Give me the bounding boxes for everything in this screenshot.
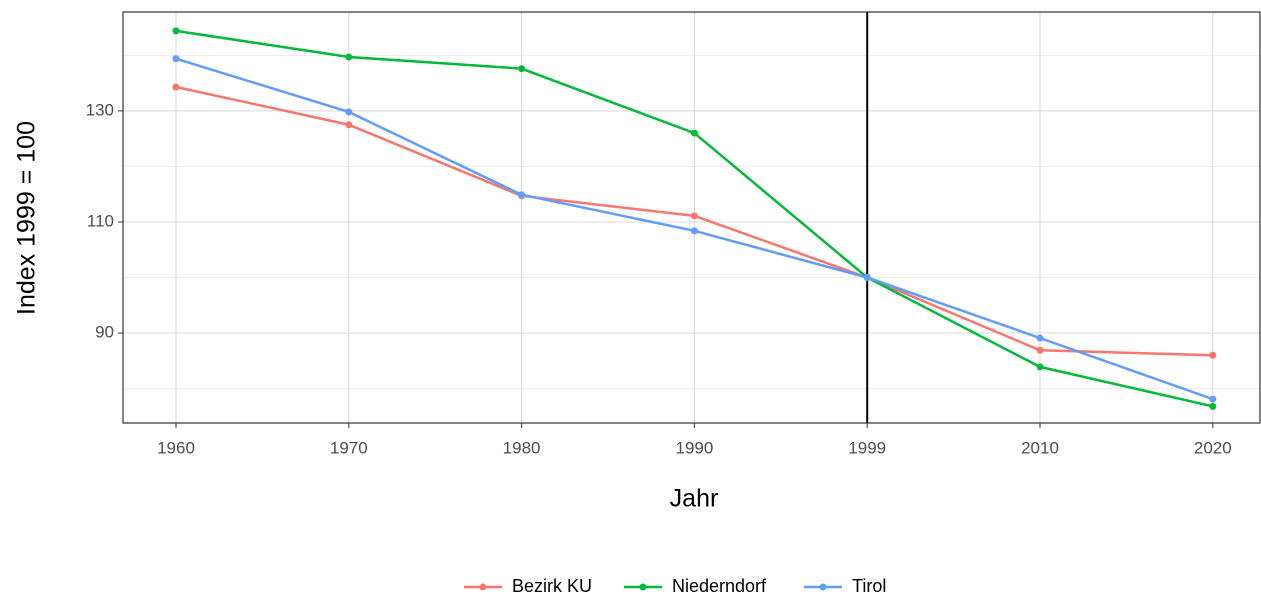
- legend-dot: [819, 583, 827, 591]
- point: [863, 273, 871, 281]
- point: [345, 108, 353, 116]
- point: [345, 53, 353, 61]
- point: [1209, 395, 1217, 403]
- point: [1036, 334, 1044, 342]
- x-tick-label: 1980: [503, 438, 541, 457]
- point: [690, 129, 698, 137]
- x-tick-label: 1970: [330, 438, 368, 457]
- point: [1036, 346, 1044, 354]
- y-axis-title: Index 1999 = 100: [13, 121, 41, 315]
- point: [690, 212, 698, 220]
- point: [518, 65, 526, 73]
- y-tick-label: 130: [86, 100, 114, 119]
- legend-label: Niederndorf: [672, 576, 767, 596]
- x-axis-title: Jahr: [670, 485, 719, 513]
- y-tick-label: 110: [87, 211, 114, 230]
- x-tick-label: 1990: [675, 438, 713, 457]
- point: [345, 121, 353, 129]
- point: [1209, 402, 1217, 410]
- legend-dot: [479, 583, 487, 591]
- point: [690, 227, 698, 235]
- x-tick-label: 2020: [1194, 438, 1232, 457]
- point: [1209, 351, 1217, 359]
- y-tick-label: 90: [95, 323, 114, 342]
- point: [172, 27, 180, 35]
- point: [172, 55, 180, 63]
- x-tick-label: 1999: [848, 438, 886, 457]
- panel-border: [122, 11, 1261, 424]
- legend-label: Bezirk KU: [512, 576, 592, 596]
- point: [518, 191, 526, 199]
- point: [172, 83, 180, 91]
- legend-label: Tirol: [852, 576, 886, 596]
- x-tick-label: 1960: [157, 438, 195, 457]
- legend-dot: [639, 583, 647, 591]
- x-tick-label: 2010: [1021, 438, 1059, 457]
- point: [1036, 363, 1044, 371]
